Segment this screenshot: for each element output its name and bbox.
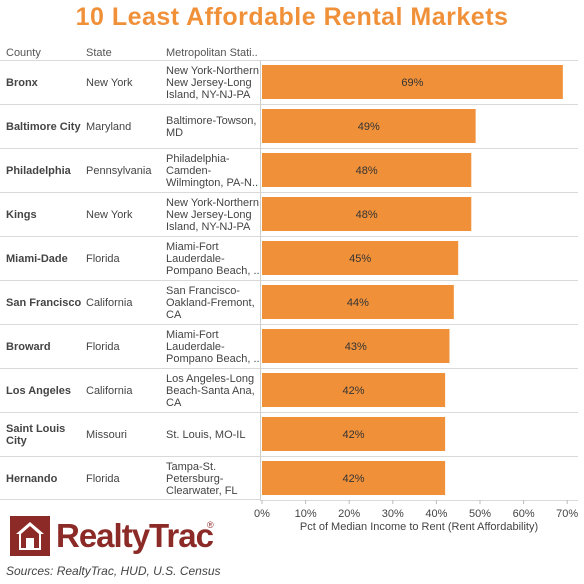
bar: [262, 417, 446, 451]
state-cell: Florida: [86, 252, 120, 265]
house-icon: [10, 516, 50, 556]
column-header-county: County: [6, 47, 41, 59]
state-cell: New York: [86, 208, 133, 221]
bar: [262, 329, 450, 363]
x-tick-label: 40%: [425, 508, 447, 520]
bar: [262, 373, 446, 407]
table-row: Broward Florida Miami-Fort Lauderdale-Pomp…: [0, 324, 260, 368]
metro-cell: Miami-Fort Lauderdale-Pompano Beach, ..: [166, 328, 260, 365]
metro-cell: Baltimore-Towson, MD: [166, 114, 257, 139]
state-cell: California: [86, 384, 133, 397]
table-row: Miami-Dade Florida Miami-Fort Lauderdale-P…: [0, 236, 260, 280]
state-cell: Missouri: [86, 428, 127, 441]
bar: [262, 285, 454, 319]
table-row: Kings New York New York-Northern New Jerse…: [0, 192, 260, 236]
bar: [262, 109, 476, 143]
bar-data-label: 42%: [343, 429, 365, 441]
county-cell: San Francisco: [6, 296, 82, 309]
bar: [262, 241, 459, 275]
realtytrac-logo: RealtyTrac: [8, 514, 223, 560]
county-cell: Miami-Dade: [6, 252, 68, 265]
county-cell: Broward: [6, 340, 51, 353]
metro-cell: New York-Northern New Jersey-Long Island…: [166, 64, 259, 101]
x-tick-label: 50%: [469, 508, 491, 520]
state-cell: Pennsylvania: [86, 164, 152, 177]
table-row: Los Angeles California Los Angeles-Long Be…: [0, 368, 260, 412]
table-row: Baltimore City Maryland Baltimore-Towson, …: [0, 104, 260, 148]
bar-data-label: 45%: [349, 253, 371, 265]
bar: [262, 153, 472, 187]
x-tick-label: 10%: [295, 508, 317, 520]
x-tick-label: 70%: [556, 508, 578, 520]
county-cell: Philadelphia: [6, 164, 71, 177]
metro-cell: New York-Northern New Jersey-Long Island…: [166, 196, 259, 233]
metro-cell: Miami-Fort Lauderdale-Pompano Beach, ..: [166, 240, 260, 277]
county-cell: Hernando: [6, 472, 58, 485]
county-cell: Baltimore City: [6, 120, 81, 133]
logo-wordmark: RealtyTrac: [56, 517, 214, 554]
sources-note: Sources: RealtyTrac, HUD, U.S. Census: [6, 564, 221, 578]
bar: [262, 65, 563, 99]
registered-mark: ®: [207, 520, 214, 530]
state-cell: California: [86, 296, 133, 309]
metro-cell: Tampa-St. Petersburg-Clearwater, FL: [166, 460, 238, 497]
x-tick-label: 60%: [513, 508, 535, 520]
bar-data-label: 42%: [343, 385, 365, 397]
state-cell: Florida: [86, 340, 120, 353]
state-cell: New York: [86, 76, 133, 89]
state-cell: Florida: [86, 472, 120, 485]
x-tick-label: 30%: [382, 508, 404, 520]
table-row: Hernando Florida Tampa-St. Petersburg-Clea…: [0, 456, 260, 500]
metro-cell: Los Angeles-Long Beach-Santa Ana, CA: [166, 372, 255, 409]
county-cell: Saint Louis City: [6, 422, 66, 447]
bar-data-label: 48%: [356, 209, 378, 221]
column-header-metro: Metropolitan Stati..: [166, 47, 258, 59]
x-tick-label: 0%: [254, 508, 270, 520]
bar: [262, 197, 472, 231]
bar-data-label: 43%: [345, 341, 367, 353]
state-cell: Maryland: [86, 120, 132, 133]
county-cell: Los Angeles: [6, 384, 71, 397]
county-cell: Kings: [6, 208, 37, 221]
metro-cell: St. Louis, MO-IL: [166, 428, 246, 441]
bar-data-label: 49%: [358, 121, 380, 133]
bar-data-label: 48%: [356, 165, 378, 177]
bar-data-label: 44%: [347, 297, 369, 309]
table-row: Saint Louis City Missouri St. Louis, MO-IL: [0, 412, 260, 456]
bar: [262, 461, 446, 495]
bar-data-label: 69%: [401, 77, 423, 89]
bar-data-label: 42%: [343, 473, 365, 485]
table-row: Bronx New York New York-Northern New Jerse…: [0, 60, 260, 104]
column-header-state: State: [86, 47, 112, 59]
x-tick-label: 20%: [338, 508, 360, 520]
x-axis-label: Pct of Median Income to Rent (Rent Affor…: [299, 521, 539, 533]
table-row: Philadelphia Pennsylvania Philadelphia-Cam…: [0, 148, 260, 192]
chart-title: 10 Least Affordable Rental Markets: [75, 3, 509, 31]
county-cell: Bronx: [6, 76, 38, 89]
table-row: San Francisco California San Francisco-Oak…: [0, 280, 260, 324]
metro-cell: San Francisco-Oakland-Fremont, CA: [166, 284, 255, 321]
metro-cell: Philadelphia-Camden-Wilmington, PA-N..: [166, 152, 259, 189]
